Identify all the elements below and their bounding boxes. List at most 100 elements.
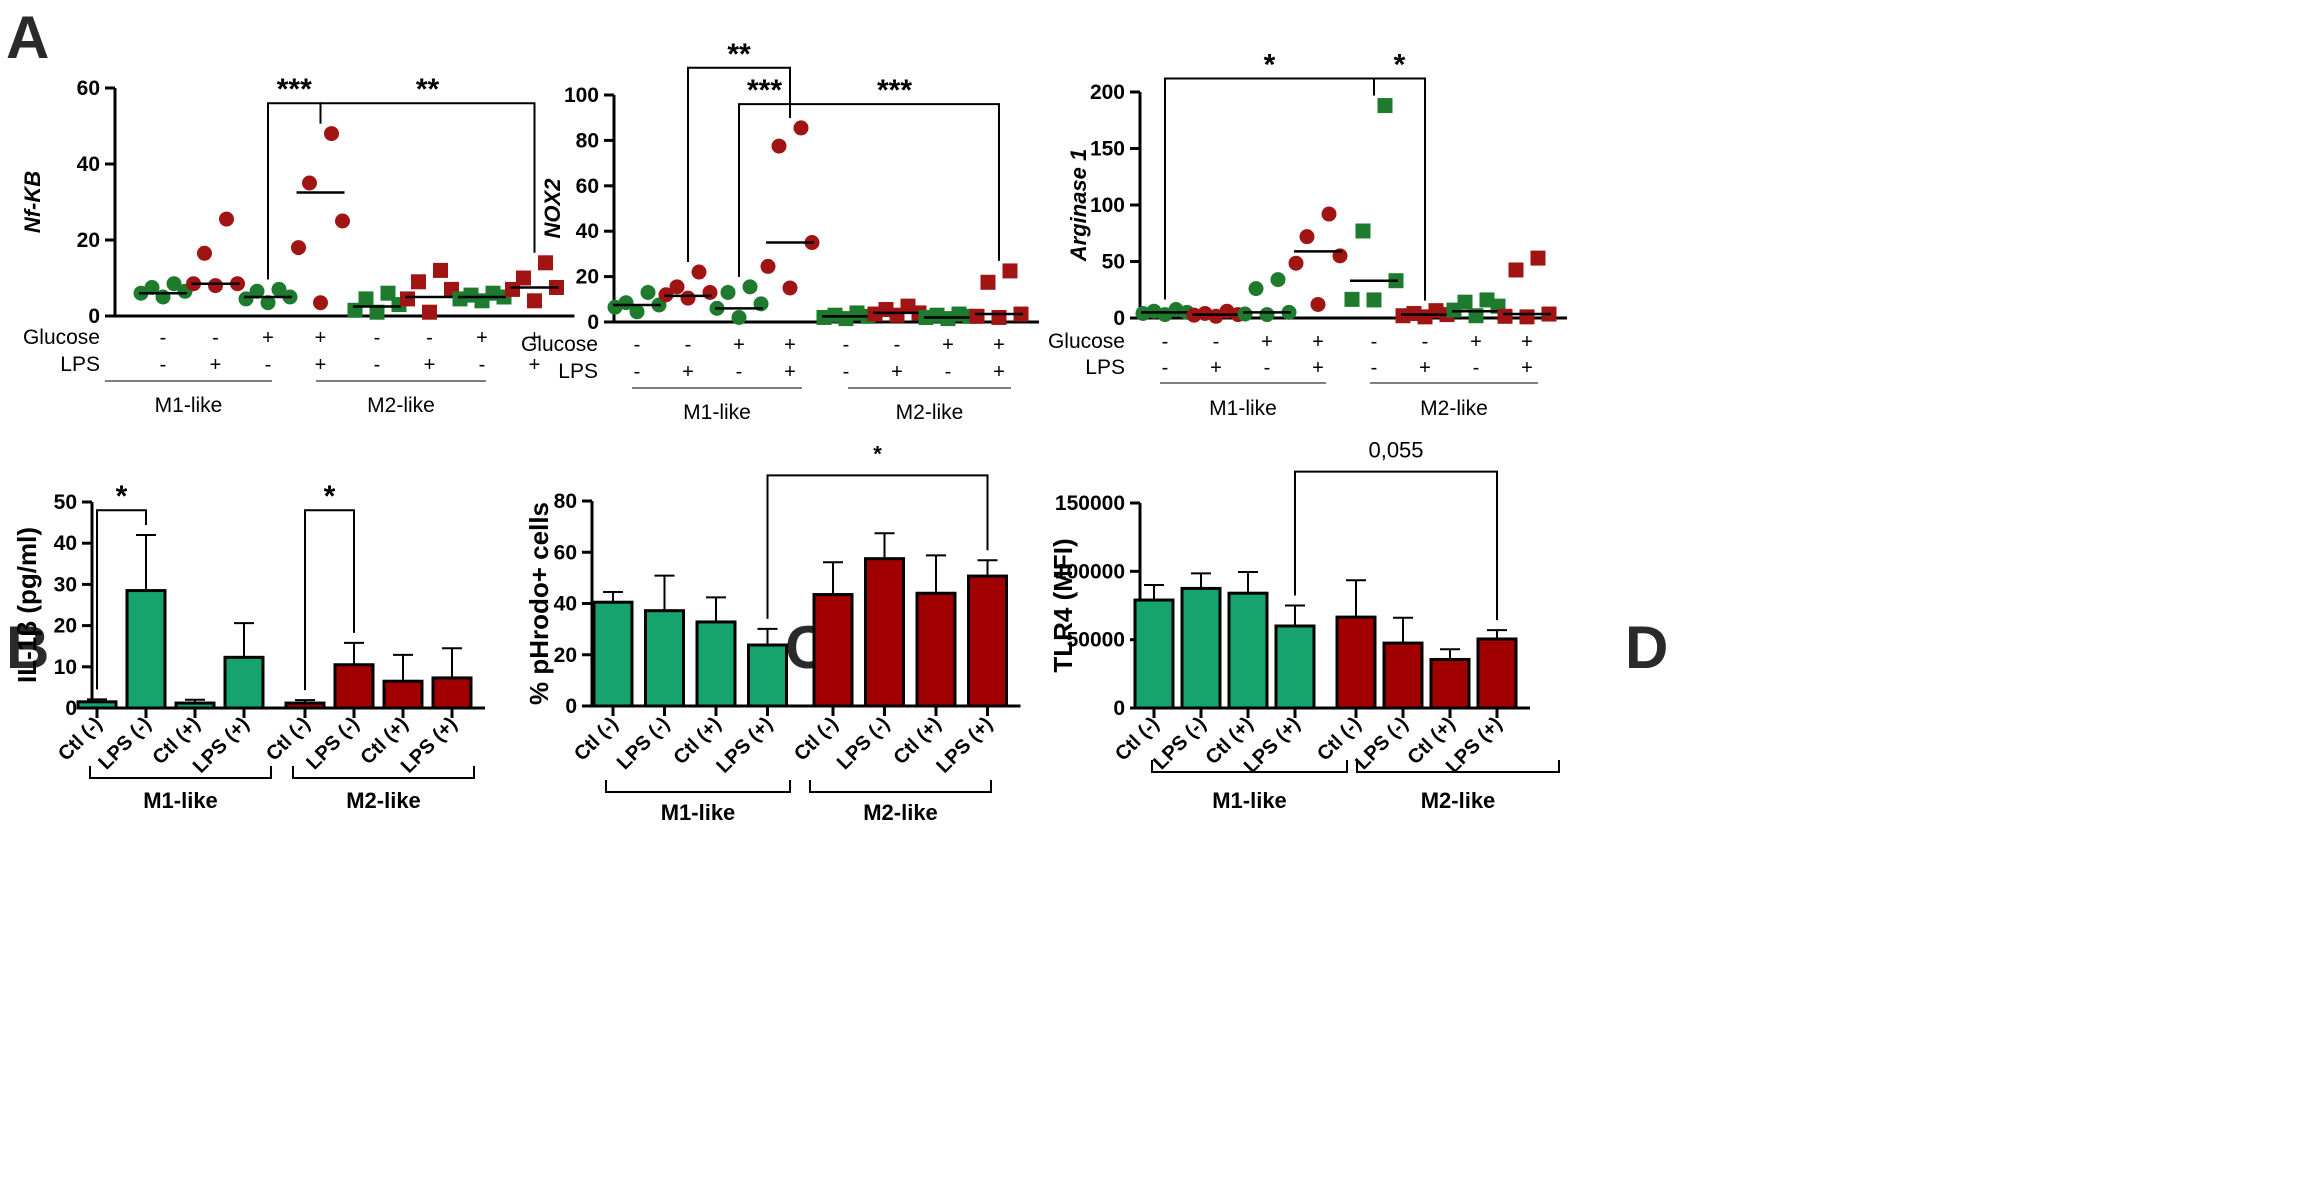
significance-bracket (1294, 470, 1498, 621)
group-bracket (89, 766, 272, 779)
condition-sign: + (315, 327, 327, 349)
group-label: M1-like (1212, 788, 1287, 813)
y-tick-label: 40 (576, 220, 599, 243)
condition-sign: + (424, 354, 436, 376)
significance-label: ** (416, 73, 440, 106)
data-point-square (1530, 250, 1546, 266)
bar (284, 701, 326, 710)
y-tick-label: 0 (1113, 307, 1125, 330)
y-tick-label: 60 (576, 175, 599, 198)
data-point-square (422, 304, 437, 320)
data-point-square (1428, 303, 1444, 319)
data-point-square (1519, 309, 1535, 325)
group-label: M2-like (896, 401, 964, 424)
group-label: M1-like (143, 788, 218, 813)
data-point-circle (291, 240, 306, 256)
condition-sign: - (374, 327, 381, 349)
y-axis-title: IL-1β (pg/ml) (12, 527, 42, 683)
condition-sign: + (993, 334, 1005, 356)
y-tick-label: 200 (1090, 81, 1125, 104)
category-label: LPS (-) (833, 713, 894, 774)
data-point-circle (1168, 302, 1184, 318)
group-bracket (1151, 760, 1348, 773)
y-axis-title: Arginase 1 (1066, 149, 1091, 263)
data-point-circle (1321, 206, 1337, 222)
data-point-square (369, 304, 385, 320)
chart-arginase1: 0 50 100 150 200 Arginase 1 Glucose - - + + - - + + LPS… (1048, 48, 1567, 420)
y-tick-label: 10 (54, 656, 77, 679)
condition-sign: + (1521, 357, 1533, 379)
data-point-square (991, 309, 1007, 325)
condition-sign: + (784, 361, 796, 383)
data-point-circle (1248, 281, 1264, 297)
data-point-square (951, 306, 967, 322)
data-point-square (1457, 294, 1473, 310)
group-label: M2-like (1421, 788, 1496, 813)
group-label: M1-like (155, 394, 223, 417)
row-label: Glucose (521, 333, 598, 356)
condition-sign: - (426, 327, 433, 349)
y-tick-label: 0 (565, 695, 577, 718)
data-point-circle (271, 281, 287, 297)
bar (431, 676, 473, 710)
data-point-square (380, 285, 396, 301)
data-point-square (411, 274, 426, 290)
condition-sign: - (945, 361, 952, 383)
condition-sign: + (1470, 331, 1482, 353)
condition-sign: + (529, 327, 541, 349)
condition-sign: - (634, 334, 641, 356)
data-point-square (358, 291, 374, 307)
y-tick-label: 30 (54, 573, 77, 596)
condition-sign: - (894, 334, 901, 356)
data-point-square (538, 255, 553, 271)
condition-sign: + (682, 361, 694, 383)
condition-sign: + (733, 334, 745, 356)
data-point-circle (771, 138, 787, 154)
condition-sign: + (1312, 331, 1324, 353)
category-label: LPS (-) (1149, 713, 1210, 774)
significance-label: *** (277, 73, 312, 106)
data-point-circle (669, 279, 685, 295)
bar (1227, 591, 1269, 710)
y-tick-label: 60 (77, 77, 100, 100)
condition-sign: + (210, 354, 222, 376)
condition-sign: + (1521, 331, 1533, 353)
data-point-circle (760, 258, 776, 274)
data-point-square (980, 274, 996, 290)
condition-sign: - (1371, 331, 1378, 353)
row-label: LPS (1085, 356, 1125, 379)
condition-sign: - (479, 354, 486, 376)
y-tick-label: 40 (554, 593, 577, 616)
row-label: LPS (60, 353, 100, 376)
significance-label: ** (727, 38, 751, 71)
condition-sign: - (1264, 357, 1271, 379)
y-axis-title: TLR4 (MFI) (1048, 538, 1078, 672)
y-tick-label: 0 (88, 305, 100, 328)
data-point-circle (618, 295, 634, 311)
data-point-circle (313, 295, 328, 311)
data-point-square (516, 270, 531, 286)
y-tick-label: 100 (1090, 194, 1125, 217)
significance-bracket (304, 509, 355, 691)
y-axis-title: NOX2 (540, 178, 565, 239)
category-label: LPS (-) (94, 713, 155, 774)
y-tick-label: 20 (77, 229, 100, 252)
data-point-square (969, 308, 985, 324)
y-tick-label: 40 (77, 153, 100, 176)
data-point-square (1366, 292, 1382, 308)
condition-sign: - (1213, 331, 1220, 353)
bar (644, 609, 685, 708)
data-point-circle (335, 213, 350, 229)
y-tick-label: 20 (54, 615, 77, 638)
y-tick-label: 0 (65, 697, 77, 720)
group-bracket (292, 766, 475, 779)
condition-sign: - (843, 334, 850, 356)
data-point-circle (1288, 255, 1304, 271)
group-label: M2-like (1420, 397, 1488, 420)
category-label: LPS (-) (302, 713, 363, 774)
data-point-circle (702, 284, 718, 300)
significance-label: * (1394, 48, 1406, 81)
condition-sign: - (160, 354, 167, 376)
